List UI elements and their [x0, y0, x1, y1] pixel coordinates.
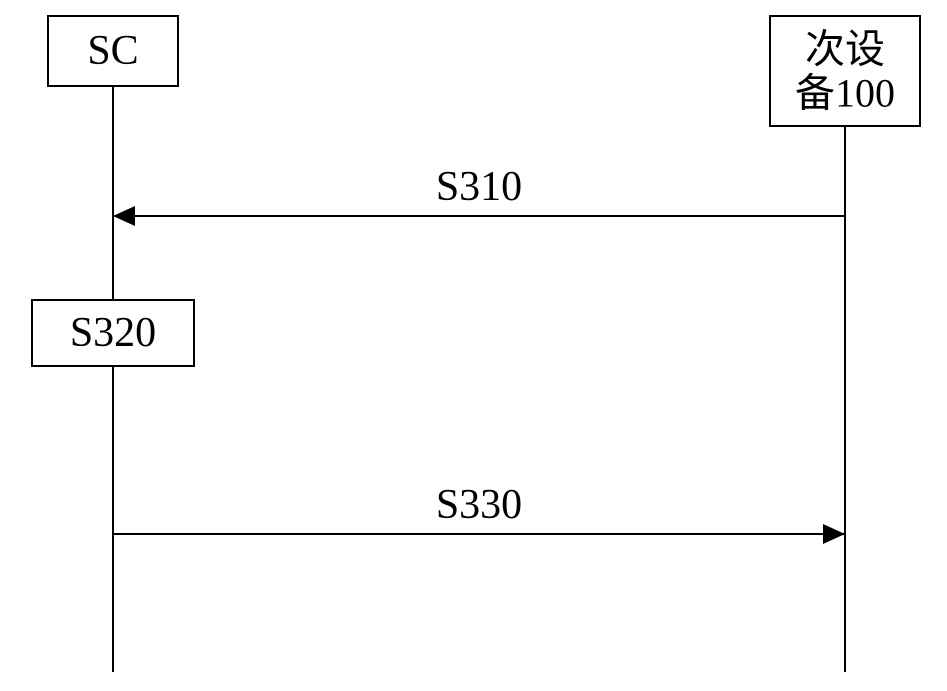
participant-label-device100-line1: 备100	[795, 71, 895, 116]
message-label-s330: S330	[436, 482, 522, 528]
step-label-s320: S320	[70, 310, 156, 356]
message-label-s310: S310	[436, 164, 522, 210]
participant-label-sc: SC	[87, 28, 138, 74]
participant-label-device100-line0: 次设	[805, 27, 885, 72]
